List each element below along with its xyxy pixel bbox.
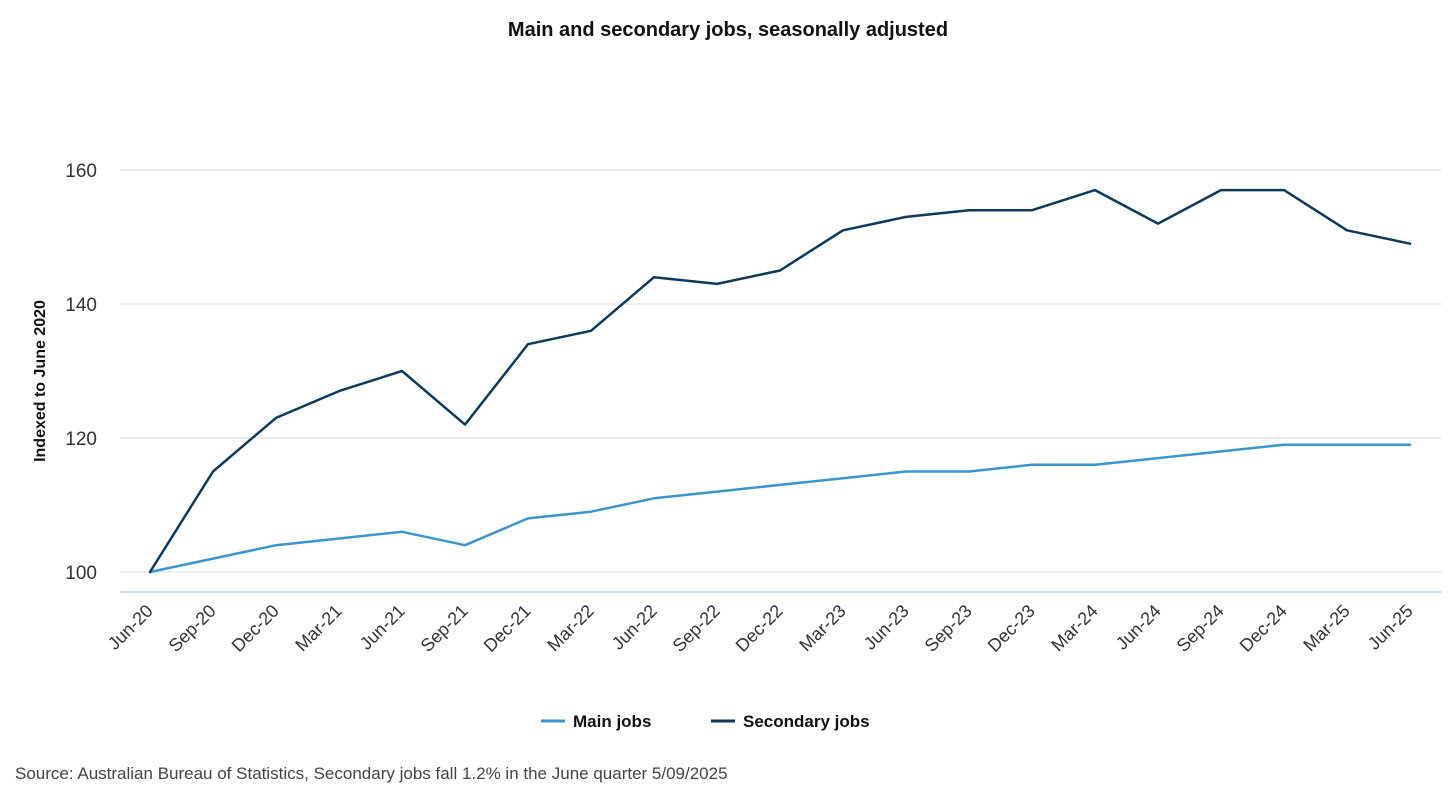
y-axis-title: Indexed to June 2020	[32, 300, 49, 462]
gridlines	[120, 169, 1442, 573]
x-tick-label: Jun-22	[608, 601, 661, 654]
chart-title: Main and secondary jobs, seasonally adju…	[508, 19, 948, 41]
series-lines	[148, 188, 1412, 574]
series-line-secondary-jobs	[148, 188, 1412, 574]
x-tick-label: Dec-23	[984, 601, 1039, 656]
x-tick-label: Sep-23	[921, 601, 976, 656]
x-tick-label: Mar-21	[291, 601, 345, 655]
source-note: Source: Australian Bureau of Statistics,…	[15, 764, 728, 783]
x-tick-label: Sep-22	[669, 601, 724, 656]
x-tick-label: Mar-22	[543, 601, 597, 655]
x-tick-label: Dec-20	[228, 601, 283, 656]
x-tick-label: Mar-24	[1047, 601, 1101, 655]
x-tick-label: Jun-23	[860, 601, 913, 654]
x-tick-label: Jun-20	[104, 601, 157, 654]
x-axis-ticks: Jun-20 Sep-20 Dec-20 Mar-21 Jun-21 Sep-21 Dec-…	[104, 601, 1417, 656]
x-tick-label: Mar-25	[1299, 601, 1353, 655]
x-tick-label: Jun-21	[356, 601, 409, 654]
x-tick-label: Sep-21	[417, 601, 472, 656]
y-tick-label: 160	[65, 161, 97, 182]
y-tick-label: 120	[65, 429, 97, 450]
x-tick-label: Dec-24	[1236, 601, 1291, 656]
series-line-main-jobs	[148, 443, 1412, 574]
legend-label-secondary-jobs: Secondary jobs	[743, 712, 870, 731]
x-tick-label: Jun-24	[1112, 601, 1165, 654]
y-tick-label: 140	[65, 295, 97, 316]
legend-label-main-jobs: Main jobs	[573, 712, 651, 731]
x-tick-label: Sep-20	[165, 601, 220, 656]
x-tick-label: Dec-22	[732, 601, 787, 656]
x-tick-label: Dec-21	[480, 601, 535, 656]
x-tick-label: Mar-23	[795, 601, 849, 655]
legend: Main jobs Secondary jobs	[541, 712, 870, 731]
y-axis-ticks: 100 120 140 160	[65, 161, 97, 584]
y-tick-label: 100	[65, 563, 97, 584]
x-tick-label: Sep-24	[1173, 601, 1228, 656]
x-tick-label: Jun-25	[1364, 601, 1417, 654]
